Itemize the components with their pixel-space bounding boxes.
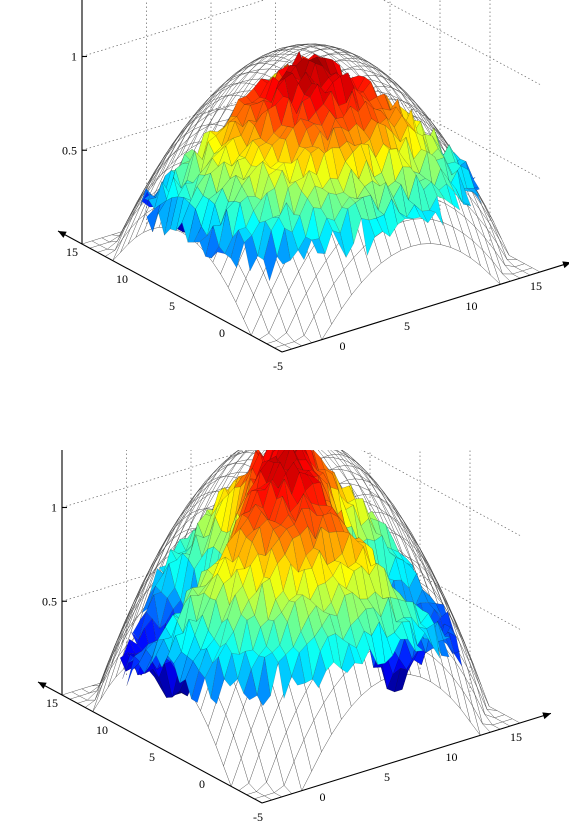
surface-patch — [263, 230, 278, 282]
z-tick-label: 1 — [51, 501, 57, 515]
y-tick-label: 15 — [66, 245, 78, 259]
surface-patch — [297, 236, 312, 260]
surface-patch — [311, 238, 326, 254]
y-tick-label: 10 — [96, 723, 108, 737]
y-axis — [57, 230, 283, 353]
x-tick-label: 10 — [466, 299, 478, 313]
y-tick-label: 0 — [219, 326, 225, 340]
x-tick-label: 15 — [530, 279, 542, 293]
x-tick-label: -5 — [253, 810, 263, 824]
z-tick-label: 1 — [71, 50, 77, 64]
surface-patch — [277, 654, 292, 699]
x-axis-arrow — [562, 261, 569, 269]
y-tick-label: 5 — [169, 299, 175, 313]
surface-patch — [276, 228, 291, 265]
x-tick-label: 0 — [340, 339, 346, 353]
x-axis-arrow — [542, 712, 551, 720]
y-tick-label: 0 — [199, 777, 205, 791]
surface-patch — [230, 229, 245, 269]
surface-patch — [361, 218, 375, 256]
y-tick-label: 15 — [46, 696, 58, 710]
y-axis — [37, 681, 263, 804]
x-tick-label: 0 — [320, 790, 326, 804]
z-tick-label: 0.5 — [62, 143, 77, 157]
wireframe-line — [261, 674, 521, 804]
x-axis — [261, 712, 552, 804]
y-axis-arrow — [58, 231, 67, 238]
surface-patch — [341, 643, 355, 673]
surface-patch — [211, 246, 226, 259]
y-tick-label: 5 — [149, 750, 155, 764]
surface-patch — [291, 652, 306, 686]
x-tick-label: -5 — [273, 359, 283, 373]
surface-patch — [191, 670, 206, 703]
x-tick-label: 5 — [384, 770, 390, 784]
x-tick-label: 10 — [446, 750, 458, 764]
surface-patch — [332, 230, 347, 258]
y-tick-label: 10 — [116, 272, 128, 286]
surface-patch — [244, 235, 258, 272]
surface-patch — [243, 668, 258, 701]
surface-patch — [210, 656, 225, 705]
x-tick-label: 5 — [404, 319, 410, 333]
surface-patch — [224, 652, 238, 687]
y-axis-arrow — [38, 682, 47, 689]
x-axis — [281, 262, 569, 353]
x-tick-label: 15 — [510, 730, 522, 744]
surface-patch — [256, 657, 271, 706]
surface-patch — [312, 650, 327, 688]
z-tick-label: 0.5 — [42, 594, 57, 608]
